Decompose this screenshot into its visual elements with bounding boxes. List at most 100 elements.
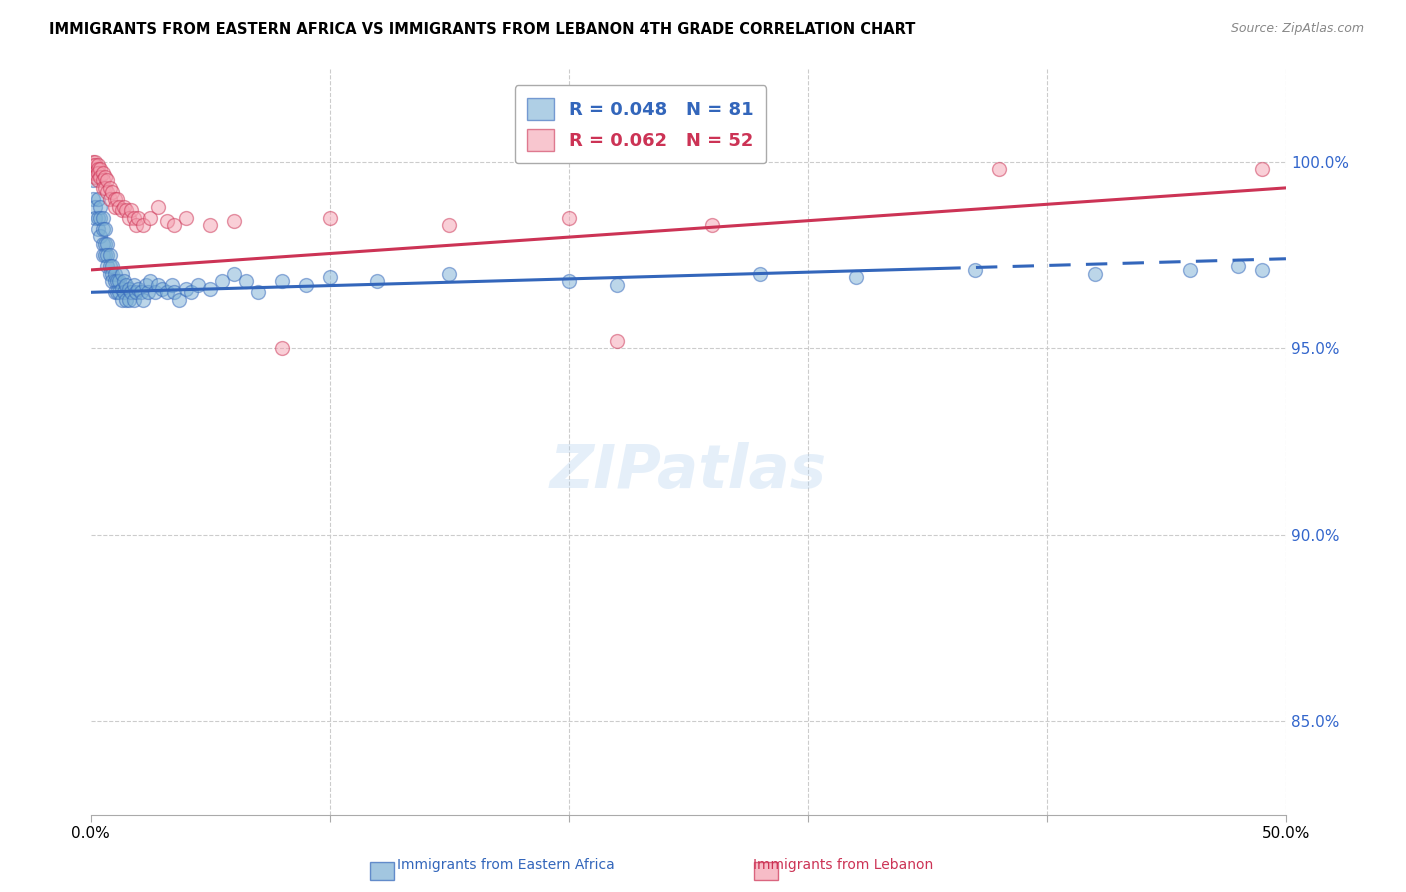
Point [82, 162, 104, 177]
Point [112, 274, 135, 288]
Point [91, 248, 114, 262]
Point [91, 181, 114, 195]
Point [111, 293, 134, 307]
Point [82, 173, 104, 187]
Point [439, 218, 461, 232]
Point [101, 185, 124, 199]
Point [98, 181, 121, 195]
Point [125, 218, 148, 232]
Point [135, 277, 157, 292]
Point [1251, 162, 1274, 177]
Point [132, 218, 155, 232]
Point [965, 263, 987, 277]
Text: Immigrants from Lebanon: Immigrants from Lebanon [754, 858, 934, 872]
Point [87, 166, 110, 180]
Point [318, 211, 340, 225]
Point [118, 293, 141, 307]
Point [156, 214, 179, 228]
Point [98, 248, 121, 262]
Point [139, 211, 162, 225]
Point [84, 166, 107, 180]
Point [101, 274, 124, 288]
Point [112, 285, 135, 300]
Point [111, 267, 134, 281]
Point [98, 259, 121, 273]
Point [163, 218, 186, 232]
Point [89, 229, 111, 244]
Point [235, 274, 257, 288]
Point [156, 285, 179, 300]
Point [187, 277, 209, 292]
Point [222, 267, 245, 281]
Point [103, 192, 125, 206]
Point [122, 277, 145, 292]
Point [136, 285, 159, 300]
Point [845, 270, 868, 285]
Point [84, 169, 107, 184]
Point [103, 267, 125, 281]
Point [211, 274, 233, 288]
Point [96, 248, 118, 262]
Point [558, 211, 581, 225]
Point [98, 192, 121, 206]
Point [270, 274, 292, 288]
Point [118, 211, 141, 225]
Point [84, 159, 107, 173]
Text: Source: ZipAtlas.com: Source: ZipAtlas.com [1230, 22, 1364, 36]
Legend: R = 0.048   N = 81, R = 0.062   N = 52: R = 0.048 N = 81, R = 0.062 N = 52 [515, 85, 766, 163]
Point [146, 277, 169, 292]
Point [132, 293, 155, 307]
Point [606, 334, 628, 348]
Point [89, 211, 111, 225]
Point [122, 293, 145, 307]
Point [87, 159, 110, 173]
Point [1227, 259, 1250, 273]
Point [105, 192, 128, 206]
Point [122, 211, 145, 225]
Point [91, 222, 114, 236]
Point [558, 274, 581, 288]
Point [82, 159, 104, 173]
Point [82, 192, 104, 206]
Point [82, 154, 104, 169]
Point [143, 285, 166, 300]
Point [82, 166, 104, 180]
Point [318, 270, 340, 285]
Point [89, 169, 111, 184]
Point [111, 203, 134, 218]
Point [160, 277, 183, 292]
Point [606, 277, 628, 292]
Point [115, 277, 138, 292]
Point [1084, 267, 1107, 281]
Point [702, 218, 724, 232]
Point [87, 192, 110, 206]
Point [101, 259, 124, 273]
Point [167, 293, 190, 307]
Point [125, 285, 148, 300]
Point [96, 259, 118, 273]
Point [91, 211, 114, 225]
Point [84, 200, 107, 214]
Point [94, 222, 117, 236]
Point [91, 236, 114, 251]
Point [366, 274, 388, 288]
Point [112, 200, 135, 214]
Point [163, 285, 186, 300]
Point [120, 285, 142, 300]
Point [127, 211, 149, 225]
Point [101, 267, 124, 281]
Point [1251, 263, 1274, 277]
Point [87, 211, 110, 225]
Point [89, 200, 111, 214]
Point [108, 274, 131, 288]
Point [120, 203, 142, 218]
Point [180, 285, 202, 300]
Point [84, 154, 107, 169]
Point [129, 285, 152, 300]
Point [108, 200, 131, 214]
Point [222, 214, 245, 228]
Point [270, 341, 292, 355]
Point [96, 173, 118, 187]
Text: Immigrants from Eastern Africa: Immigrants from Eastern Africa [398, 858, 614, 872]
Point [91, 166, 114, 180]
